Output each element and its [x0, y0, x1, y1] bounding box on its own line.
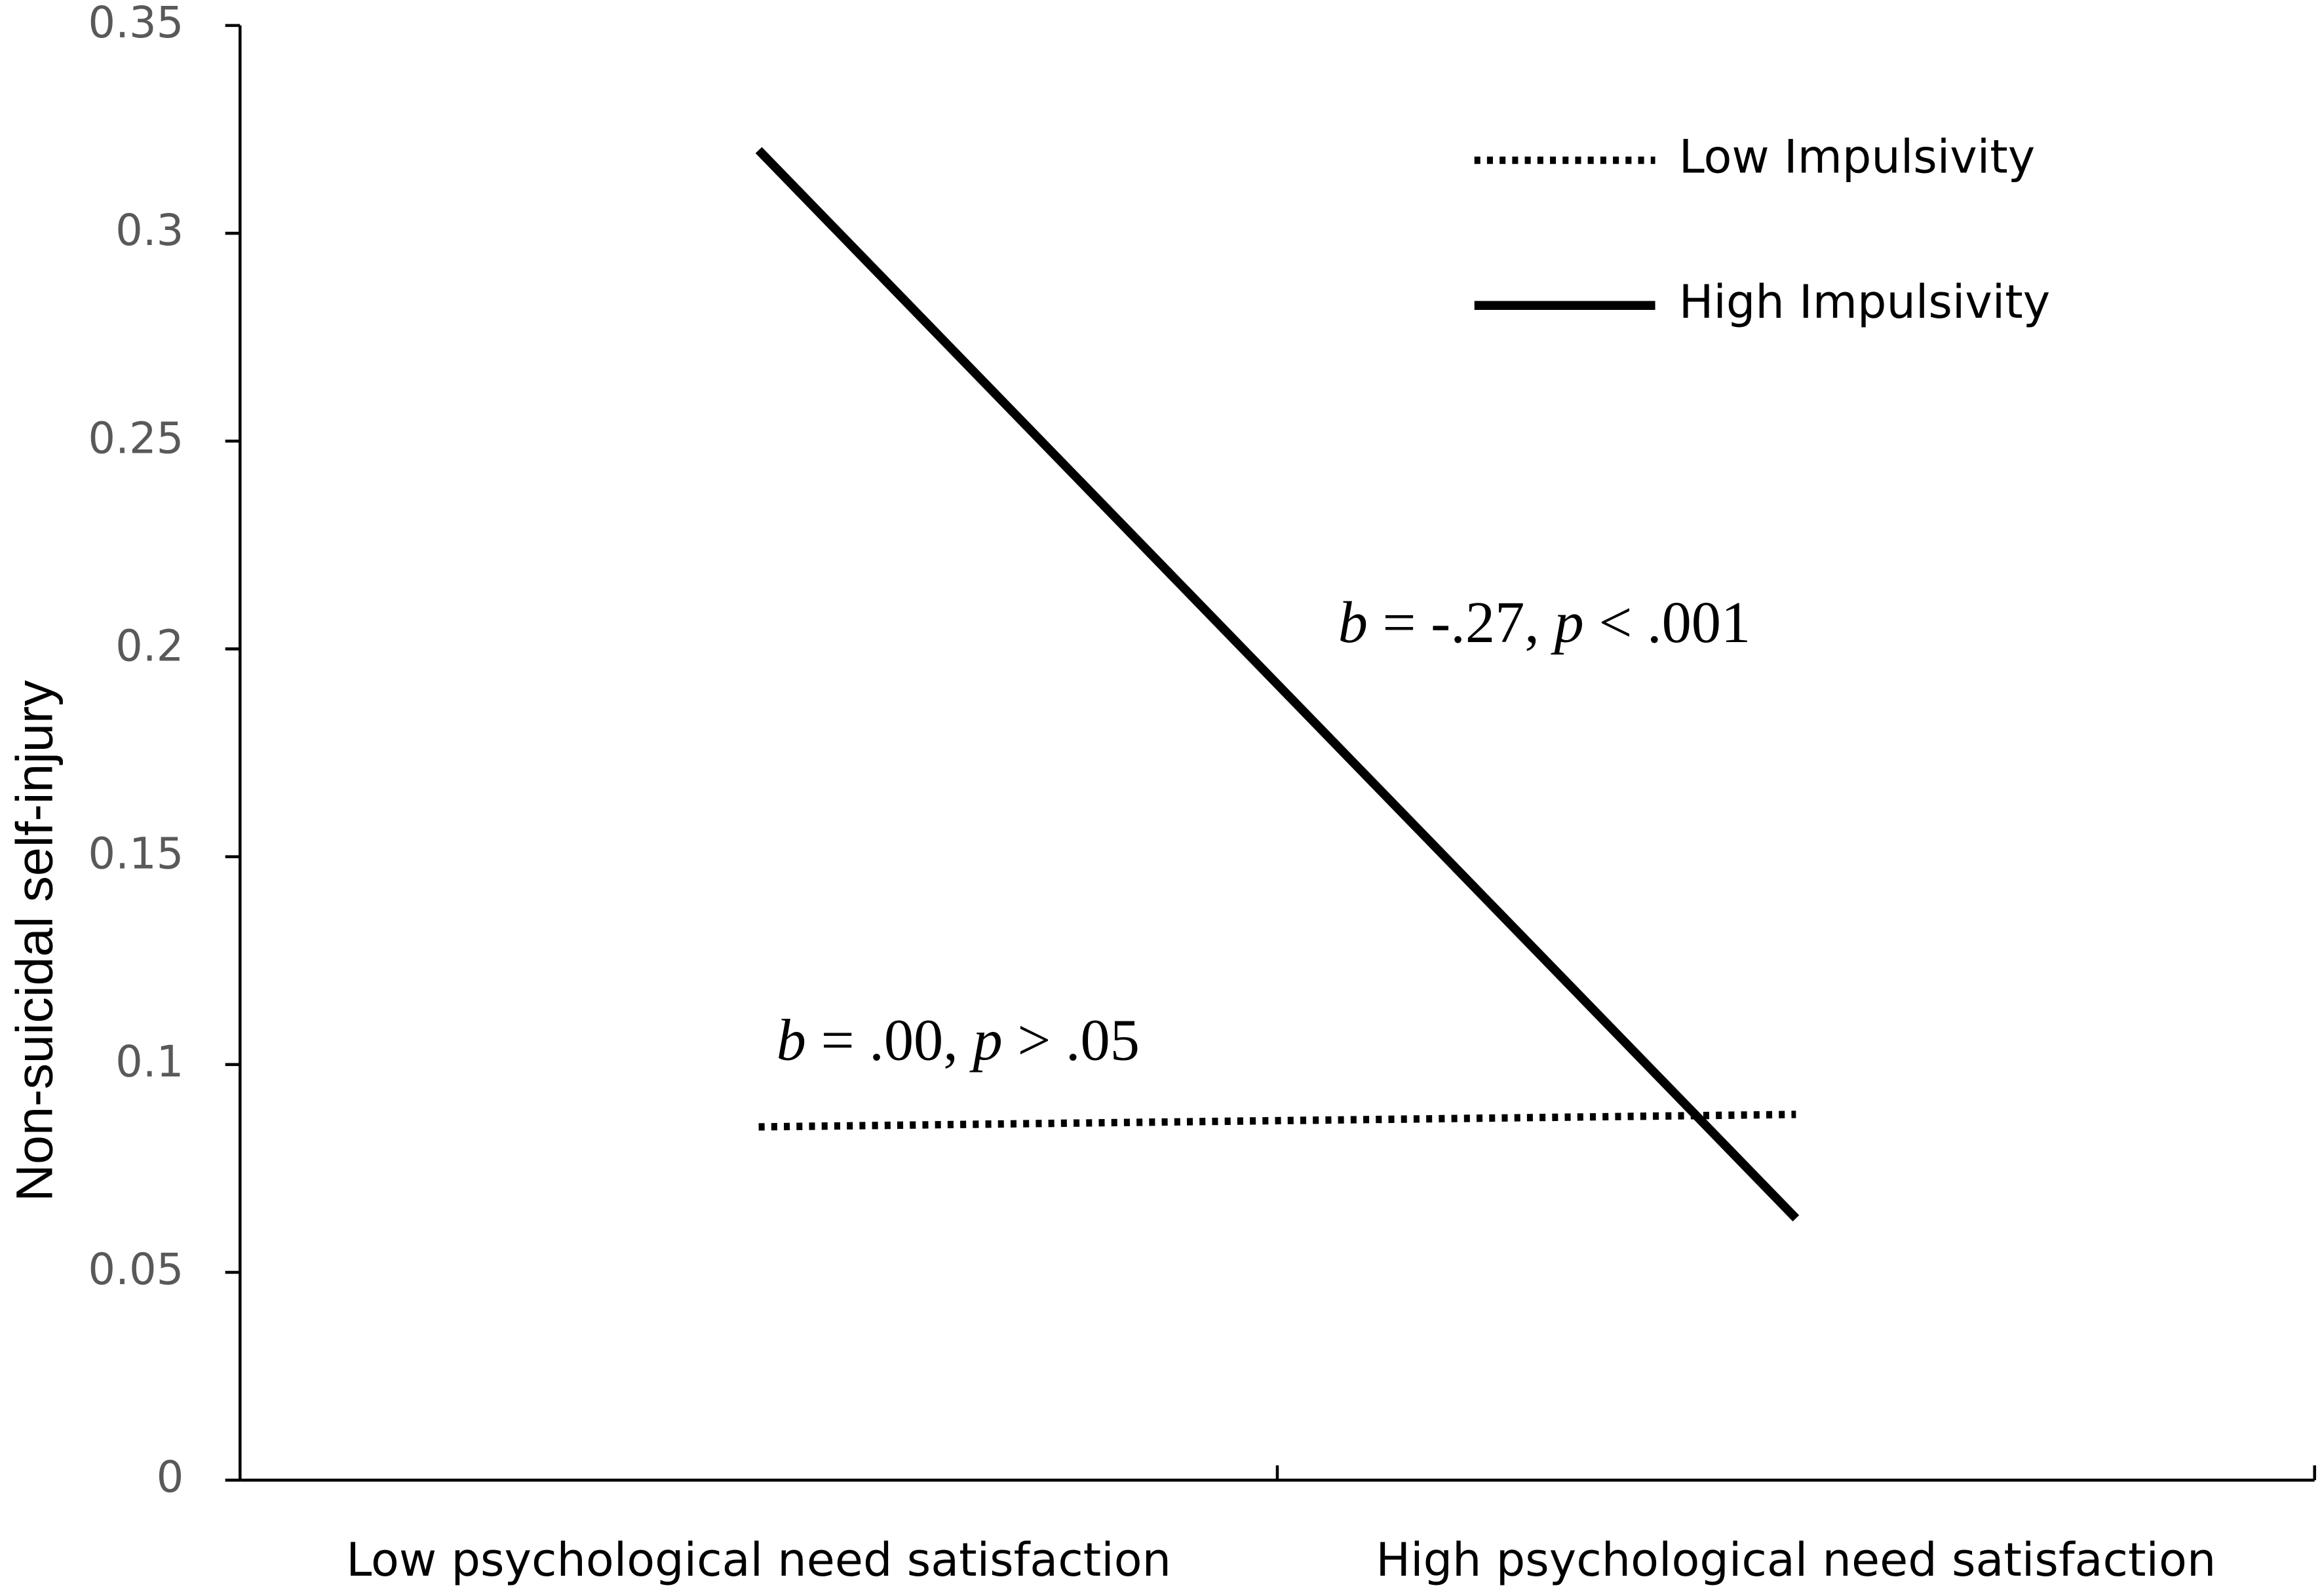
y-tick-label: 0 — [157, 1453, 184, 1502]
y-tick-label: 0.2 — [115, 622, 184, 672]
y-tick-label: 0.05 — [88, 1245, 184, 1295]
y-tick-label: 0.25 — [88, 413, 184, 463]
annotation-part: = -.27, — [1368, 589, 1555, 655]
annotation-part: < .001 — [1584, 589, 1751, 655]
x-tick-label: High psychological need satisfaction — [1376, 1533, 2216, 1587]
y-tick-label: 0.3 — [115, 206, 184, 256]
legend-label: High Impulsivity — [1679, 275, 2051, 329]
annotation-part: p — [969, 1006, 1002, 1073]
y-tick-label: 0.35 — [88, 0, 184, 48]
annotation-part: > .05 — [1003, 1006, 1140, 1073]
series-line — [755, 147, 1800, 1222]
legend-label: Low Impulsivity — [1679, 130, 2035, 184]
x-tick-label: Low psychological need satisfaction — [346, 1533, 1171, 1587]
annotation-part: p — [1551, 589, 1584, 655]
y-axis-label: Non-suicidal self-injury — [5, 680, 64, 1202]
annotation: b = -.27, p < .001 — [1338, 589, 1751, 655]
annotation-part: = .00, — [806, 1006, 973, 1073]
y-tick-label: 0.15 — [88, 829, 184, 879]
series-line — [758, 1111, 1796, 1131]
annotation-part: b — [777, 1006, 806, 1073]
annotation: b = .00, p > .05 — [777, 1006, 1140, 1073]
annotation-part: b — [1338, 589, 1368, 655]
y-tick-label: 0.1 — [115, 1037, 184, 1087]
